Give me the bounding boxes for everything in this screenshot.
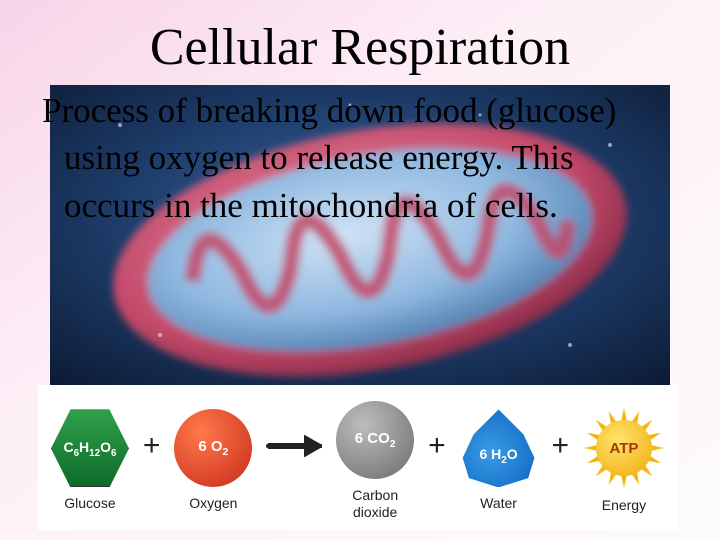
slide-title: Cellular Respiration: [0, 0, 720, 77]
glucose-hexagon-icon: C6H12O6: [51, 409, 129, 487]
body-line-3: occurs in the mitochondria of cells.: [42, 182, 680, 229]
co2-label: Carbondioxide: [352, 487, 398, 519]
oxygen-label: Oxygen: [189, 495, 237, 511]
plus-operator-1: +: [143, 429, 161, 463]
plus-operator-2: +: [428, 429, 446, 463]
slide-body: Process of breaking down food (glucose) …: [0, 77, 720, 229]
molecule-glucose: C6H12O6 Glucose: [51, 409, 129, 511]
co2-formula: 6 CO2: [355, 430, 396, 450]
co2-circle-icon: 6 CO2: [336, 401, 414, 479]
molecule-oxygen: 6 O2 Oxygen: [174, 409, 252, 511]
equation-diagram: C6H12O6 Glucose + 6 O2 Oxygen 6 CO2 Carb…: [38, 385, 678, 530]
plus-operator-3: +: [551, 429, 569, 463]
molecule-water: 6 H2O Water: [460, 409, 538, 511]
oxygen-formula: 6 O2: [198, 438, 228, 458]
body-line-2: using oxygen to release energy. This: [42, 134, 680, 181]
oxygen-circle-icon: 6 O2: [174, 409, 252, 487]
glucose-formula: C6H12O6: [63, 439, 116, 459]
body-line-1: Process of breaking down food (glucose): [42, 91, 616, 130]
water-label: Water: [480, 495, 517, 511]
molecule-co2: 6 CO2 Carbondioxide: [336, 401, 414, 519]
atp-formula: ATP: [596, 420, 652, 476]
water-formula: 6 H2O: [479, 446, 517, 466]
glucose-label: Glucose: [64, 495, 115, 511]
water-drop-icon: 6 H2O: [460, 409, 538, 487]
atp-label: Energy: [602, 497, 646, 513]
reaction-arrow-icon: [266, 435, 322, 457]
atp-sun-icon: ATP: [583, 407, 665, 489]
molecule-atp: ATP Energy: [583, 407, 665, 513]
